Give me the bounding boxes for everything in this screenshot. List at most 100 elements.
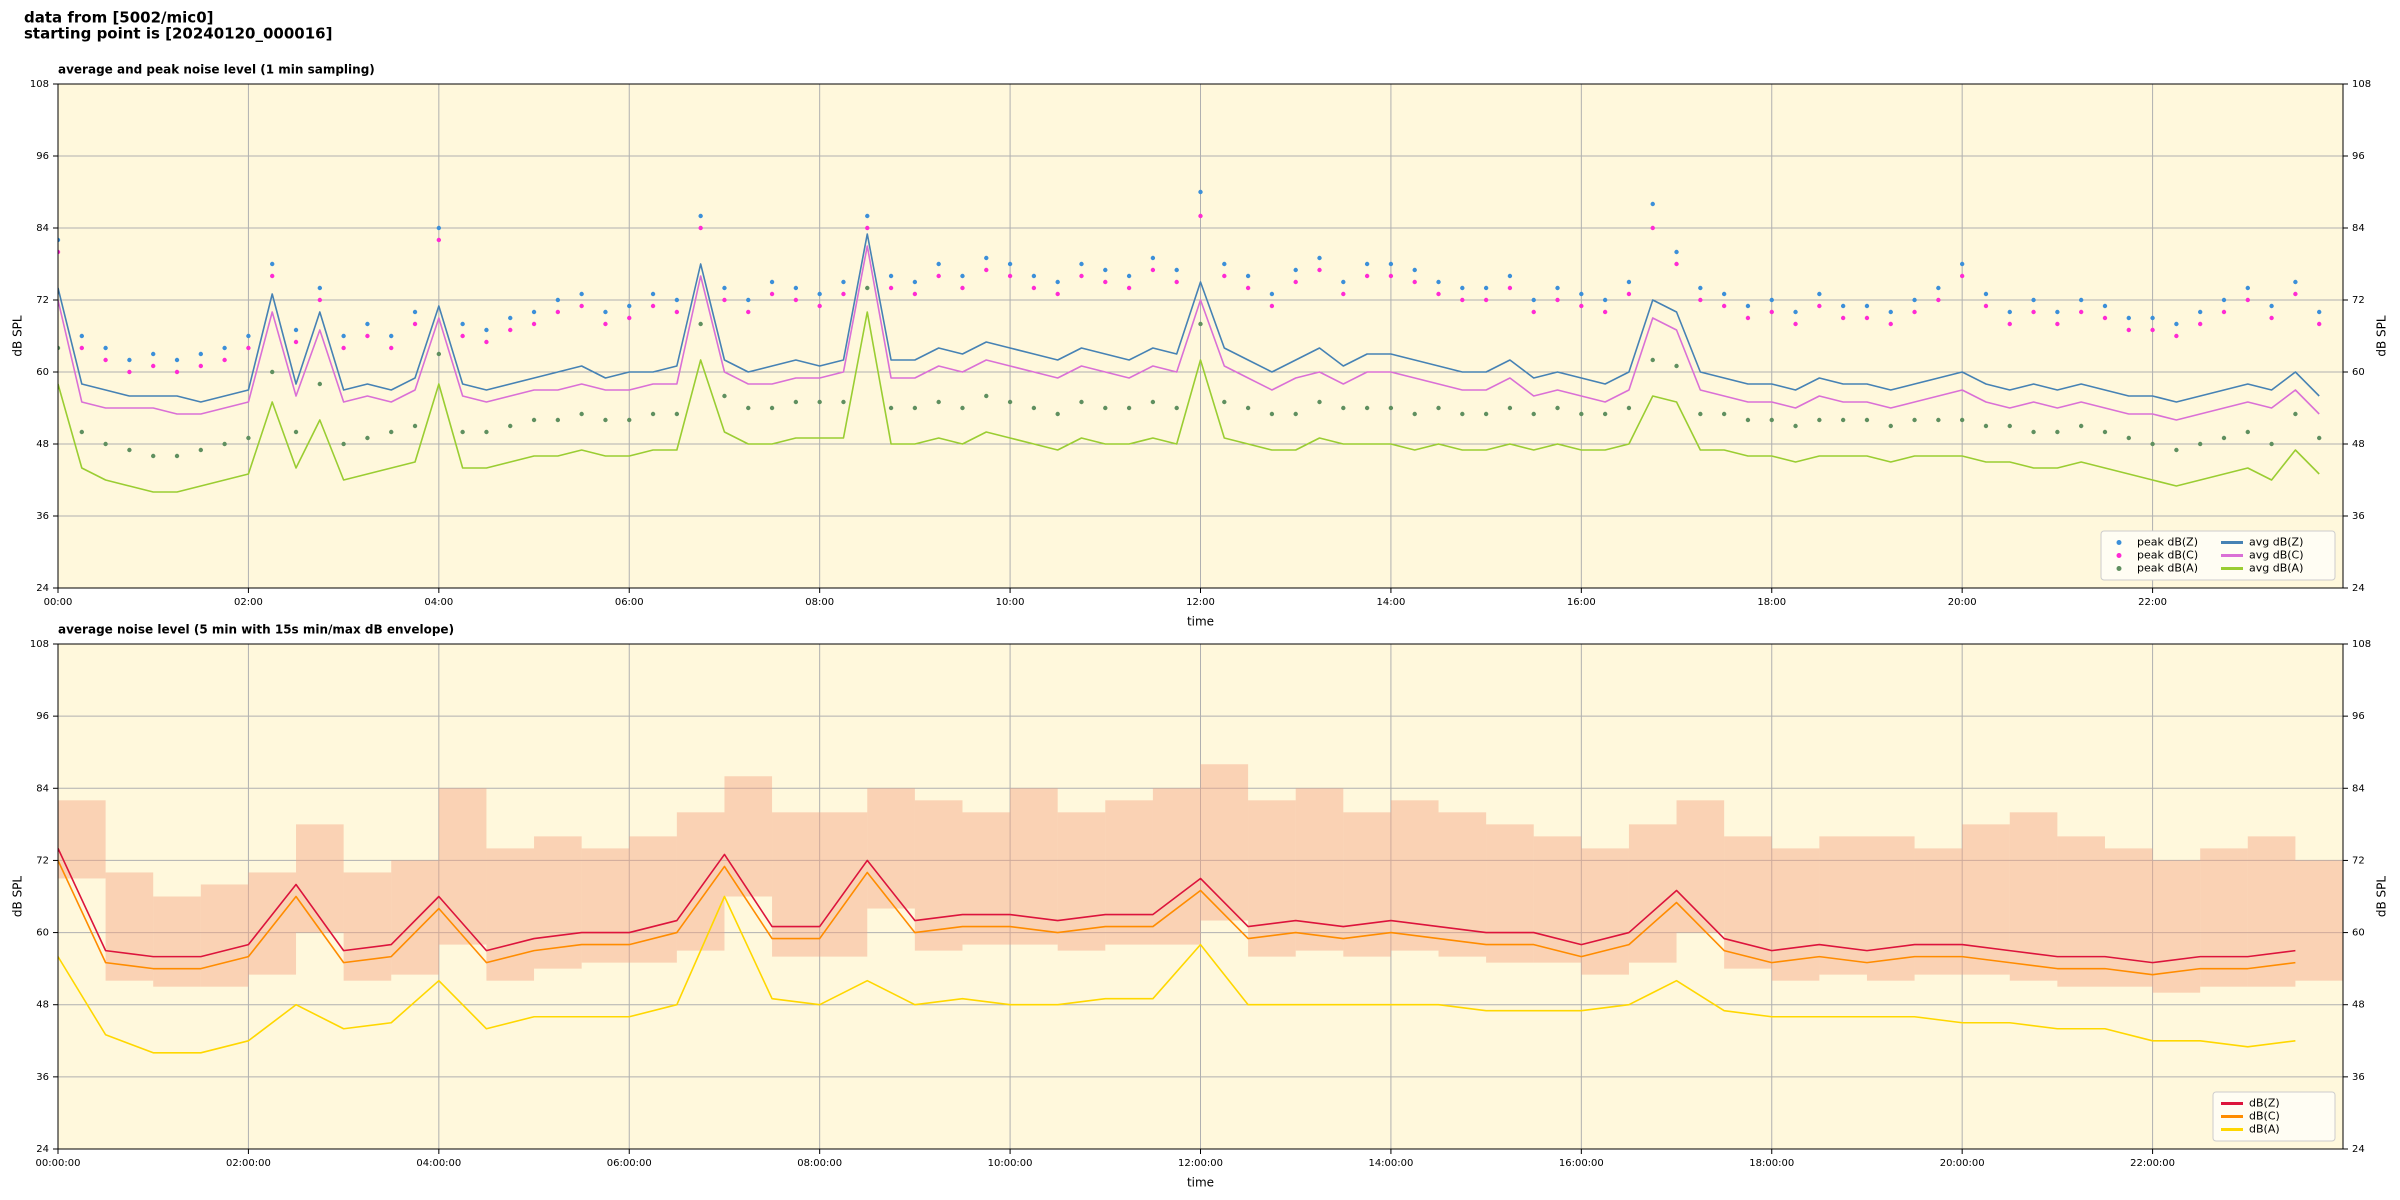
peak-point (984, 267, 989, 273)
x-tick-label: 22:00 (2138, 597, 2167, 608)
peak-point (317, 297, 323, 303)
peak-point (960, 273, 965, 279)
envelope-band (1010, 788, 1058, 945)
envelope-band (1200, 764, 1249, 921)
peak-point (2174, 321, 2179, 327)
peak-point (1388, 273, 1394, 279)
y-tick-label: 84 (2352, 223, 2365, 234)
peak-point (2269, 303, 2274, 309)
peak-point (1793, 423, 1798, 429)
peak-point (650, 411, 656, 417)
peak-point (293, 339, 299, 345)
peak-point (2316, 309, 2322, 315)
peak-point (1864, 417, 1870, 423)
peak-point (2031, 309, 2036, 315)
peak-point (1531, 309, 1536, 315)
peak-point (865, 285, 870, 291)
peak-point (103, 441, 108, 447)
peak-point (222, 357, 227, 363)
peak-point (1436, 279, 1441, 285)
peak-point (1245, 285, 1251, 291)
peak-point (1626, 291, 1632, 297)
y-tick-label: 72 (2352, 855, 2365, 866)
envelope-band (153, 896, 201, 987)
peak-point (1959, 417, 1965, 423)
envelope-band (1628, 824, 1677, 963)
peak-point (1103, 405, 1108, 411)
peak-point (1150, 399, 1156, 405)
y-tick-label: 96 (2352, 151, 2365, 162)
y-tick-label: 48 (2352, 1000, 2365, 1011)
envelope-band (296, 824, 344, 933)
peak-point (960, 285, 965, 291)
peak-point (1555, 297, 1560, 303)
peak-point (1412, 267, 1417, 273)
peak-point (365, 435, 370, 441)
x-tick-label: 22:00:00 (2130, 1158, 2175, 1169)
y-tick-label: 108 (2352, 79, 2371, 90)
peak-point (793, 285, 799, 291)
peak-point (151, 453, 156, 459)
peak-point (2126, 435, 2131, 441)
legend-marker (2116, 553, 2122, 558)
peak-point (2078, 309, 2084, 315)
peak-point (1674, 261, 1679, 267)
envelope-band (534, 836, 582, 969)
peak-point (1079, 399, 1084, 405)
peak-point (79, 333, 85, 339)
peak-point (1317, 399, 1322, 405)
y-tick-label: 96 (2352, 711, 2365, 722)
envelope-band (1248, 800, 1296, 957)
peak-point (174, 357, 180, 363)
peak-point (1055, 279, 1060, 285)
peak-point (174, 453, 180, 459)
envelope-band (867, 788, 915, 909)
peak-point (1222, 261, 1227, 267)
peak-point (1269, 411, 1275, 417)
peak-point (1936, 297, 1941, 303)
peak-point (1317, 267, 1322, 273)
envelope-band (1771, 848, 1820, 981)
peak-point (198, 363, 204, 369)
peak-point (793, 297, 799, 303)
peak-point (627, 303, 632, 309)
peak-point (2269, 315, 2274, 321)
peak-point (1531, 297, 1536, 303)
peak-point (1198, 189, 1203, 195)
peak-point (2174, 447, 2179, 453)
peak-point (389, 429, 394, 435)
peak-point (650, 303, 656, 309)
peak-point (722, 285, 727, 291)
envelope-band (1581, 848, 1629, 975)
y-tick-label: 24 (36, 1144, 49, 1155)
peak-point (1412, 279, 1417, 285)
peak-point (508, 327, 513, 333)
peak-point (1864, 315, 1870, 321)
peak-point (174, 369, 180, 375)
peak-point (484, 339, 489, 345)
peak-point (698, 321, 703, 327)
peak-point (674, 297, 680, 303)
x-tick-label: 08:00 (805, 597, 834, 608)
peak-point (246, 435, 251, 441)
peak-point (1817, 291, 1822, 297)
peak-point (2055, 321, 2060, 327)
peak-point (960, 405, 965, 411)
envelope-band (391, 860, 439, 975)
legend-label: peak dB(C) (2137, 549, 2198, 562)
x-tick-label: 00:00 (44, 597, 73, 608)
legend-label: peak dB(A) (2137, 562, 2198, 575)
peak-point (2269, 441, 2274, 447)
peak-point (317, 285, 323, 291)
peak-point (103, 357, 108, 363)
peak-point (1674, 249, 1679, 255)
peak-point (460, 333, 465, 339)
peak-point (2126, 327, 2131, 333)
envelope-band (914, 800, 963, 951)
peak-point (1983, 423, 1989, 429)
legend: dB(Z)dB(C)dB(A) (2212, 1091, 2336, 1142)
peak-point (1817, 303, 1822, 309)
series-line (58, 233, 2320, 403)
peak-point (2221, 435, 2227, 441)
